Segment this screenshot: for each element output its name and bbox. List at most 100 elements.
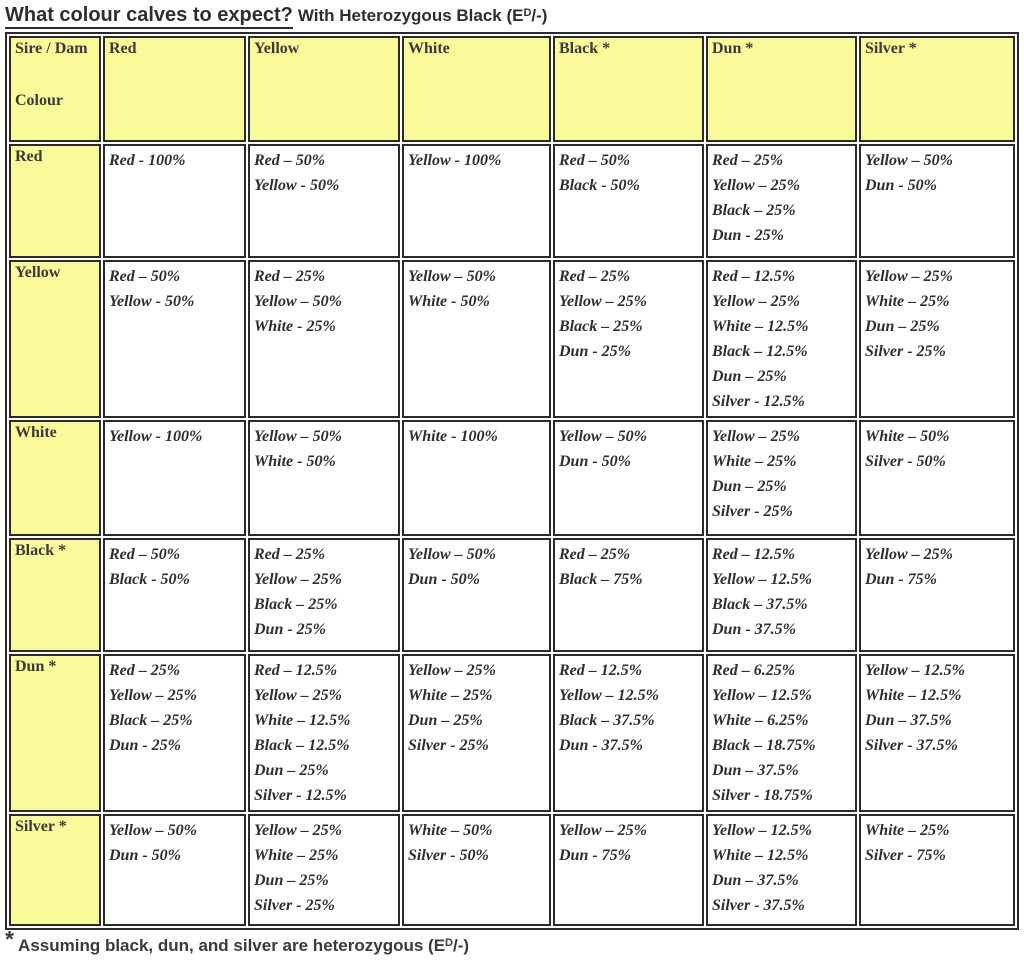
cell-black-x-dun: Red – 12.5% Yellow – 12.5% Black – 37.5% Du… — [706, 538, 857, 652]
column-header-black: Black * — [553, 36, 704, 142]
outcome-line: Silver - 37.5% — [712, 897, 805, 914]
outcome-line: Silver - 25% — [865, 343, 946, 360]
outcome-line: Silver - 75% — [865, 847, 946, 864]
row-label-white: White — [9, 420, 101, 536]
table-row-yellow: Yellow Red – 50% Yellow - 50% Red – 25% Yell… — [9, 260, 1015, 418]
row-label-silver: Silver * — [9, 814, 101, 926]
outcome-line: Silver - 18.75% — [712, 787, 813, 804]
outcome-line: Yellow – 25% — [559, 822, 647, 839]
outcome-line: Yellow - 50% — [109, 293, 195, 310]
row-label-red: Red — [9, 144, 101, 258]
outcome-line: Dun - 37.5% — [712, 621, 797, 638]
cell-white-x-silver: White – 50% Silver - 50% — [859, 420, 1015, 536]
corner-header-line1: Sire / Dam — [15, 40, 88, 57]
outcome-line: Dun - 25% — [712, 227, 785, 244]
outcome-line: Silver - 12.5% — [254, 787, 347, 804]
outcome-line: Black – 75% — [559, 571, 643, 588]
table-row-black: Black * Red – 50% Black - 50% Red – 25% Yell… — [9, 538, 1015, 652]
outcome-line: Red – 25% — [712, 152, 784, 169]
outcome-line: Dun – 25% — [712, 368, 787, 385]
row-label-yellow: Yellow — [9, 260, 101, 418]
outcome-line: Dun – 25% — [712, 478, 787, 495]
outcome-line: Yellow – 25% — [109, 687, 197, 704]
outcome-line: Dun - 50% — [408, 571, 481, 588]
table-row-silver: Silver * Yellow – 50% Dun - 50% Yellow – 25… — [9, 814, 1015, 926]
outcome-line: Dun – 25% — [254, 762, 329, 779]
outcome-line: Dun - 25% — [254, 621, 327, 638]
outcome-line: Silver - 12.5% — [712, 393, 805, 410]
outcome-line: Silver - 37.5% — [865, 737, 958, 754]
outcome-line: White – 12.5% — [254, 712, 351, 729]
outcome-line: Red – 12.5% — [559, 662, 643, 679]
outcome-line: Dun – 25% — [408, 712, 483, 729]
outcome-line: Dun – 37.5% — [865, 712, 952, 729]
outcome-line: Yellow – 25% — [559, 293, 647, 310]
outcome-line: Red – 25% — [109, 662, 181, 679]
outcome-line: Red – 25% — [559, 268, 631, 285]
cell-red-x-white: Yellow - 100% — [402, 144, 551, 258]
outcome-line: Yellow - 100% — [109, 428, 203, 445]
cell-black-x-yellow: Red – 25% Yellow – 25% Black – 25% Dun - 25… — [248, 538, 400, 652]
outcome-line: Black – 37.5% — [559, 712, 655, 729]
column-header-dun: Dun * — [706, 36, 857, 142]
cell-silver-x-white: White – 50% Silver - 50% — [402, 814, 551, 926]
outcome-line: Yellow – 50% — [254, 428, 342, 445]
cell-dun-x-red: Red – 25% Yellow – 25% Black – 25% Dun - 25… — [103, 654, 246, 812]
outcome-line: Red – 12.5% — [712, 546, 796, 563]
cell-yellow-x-white: Yellow – 50% White - 50% — [402, 260, 551, 418]
outcome-line: Black - 50% — [559, 177, 640, 194]
outcome-line: White – 25% — [712, 453, 797, 470]
footnote: * Assuming black, dun, and silver are he… — [5, 928, 1019, 956]
outcome-line: White – 12.5% — [865, 687, 962, 704]
title-suffix-text: With Heterozygous Black (E — [297, 6, 524, 25]
calf-colour-table: Sire / Dam Colour Red Yellow White Black * D… — [5, 32, 1019, 930]
outcome-line: Red – 12.5% — [712, 268, 796, 285]
outcome-line: Yellow – 25% — [865, 546, 953, 563]
column-header-yellow: Yellow — [248, 36, 400, 142]
outcome-line: Dun - 75% — [865, 571, 938, 588]
outcome-line: Silver - 50% — [865, 453, 946, 470]
outcome-line: White – 25% — [865, 822, 950, 839]
row-label-dun: Dun * — [9, 654, 101, 812]
table-row-white: White Yellow - 100% Yellow – 50% White - 50… — [9, 420, 1015, 536]
footnote-asterisk: * — [5, 926, 14, 952]
outcome-line: Dun – 37.5% — [712, 762, 799, 779]
outcome-line: White - 50% — [408, 293, 490, 310]
cell-black-x-black: Red – 25% Black – 75% — [553, 538, 704, 652]
cell-black-x-silver: Yellow – 25% Dun - 75% — [859, 538, 1015, 652]
cell-silver-x-silver: White – 25% Silver - 75% — [859, 814, 1015, 926]
cell-yellow-x-black: Red – 25% Yellow – 25% Black – 25% Dun - 25… — [553, 260, 704, 418]
outcome-line: White – 25% — [865, 293, 950, 310]
outcome-line: White – 25% — [254, 847, 339, 864]
outcome-line: Black – 25% — [109, 712, 193, 729]
outcome-line: Dun - 75% — [559, 847, 632, 864]
outcome-line: Silver - 25% — [712, 503, 793, 520]
outcome-line: Silver - 25% — [408, 737, 489, 754]
outcome-line: Yellow – 12.5% — [712, 571, 812, 588]
cell-dun-x-black: Red – 12.5% Yellow – 12.5% Black – 37.5% Du… — [553, 654, 704, 812]
outcome-line: Red – 50% — [254, 152, 326, 169]
outcome-line: Black – 25% — [254, 596, 338, 613]
cell-red-x-black: Red – 50% Black - 50% — [553, 144, 704, 258]
outcome-line: Yellow – 12.5% — [865, 662, 965, 679]
outcome-line: Yellow – 25% — [865, 268, 953, 285]
cell-silver-x-black: Yellow – 25% Dun - 75% — [553, 814, 704, 926]
outcome-line: Yellow – 25% — [254, 571, 342, 588]
outcome-line: Yellow - 100% — [408, 152, 502, 169]
outcome-line: White – 12.5% — [712, 847, 809, 864]
corner-header-cell: Sire / Dam Colour — [9, 36, 101, 142]
footnote-text: Assuming black, dun, and silver are hete… — [13, 936, 446, 955]
table-row-dun: Dun * Red – 25% Yellow – 25% Black – 25% Dun… — [9, 654, 1015, 812]
outcome-line: Black - 50% — [109, 571, 190, 588]
outcome-line: Yellow – 50% — [408, 546, 496, 563]
outcome-line: Dun - 50% — [865, 177, 938, 194]
outcome-line: Yellow – 50% — [109, 822, 197, 839]
outcome-line: Black – 12.5% — [712, 343, 808, 360]
outcome-line: Red – 25% — [559, 546, 631, 563]
outcome-line: Dun – 37.5% — [712, 872, 799, 889]
title-suffix-close: /-) — [531, 6, 548, 25]
row-label-black: Black * — [9, 538, 101, 652]
cell-yellow-x-yellow: Red – 25% Yellow – 50% White - 25% — [248, 260, 400, 418]
outcome-line: Dun - 25% — [559, 343, 632, 360]
outcome-line: Red – 50% — [109, 268, 181, 285]
